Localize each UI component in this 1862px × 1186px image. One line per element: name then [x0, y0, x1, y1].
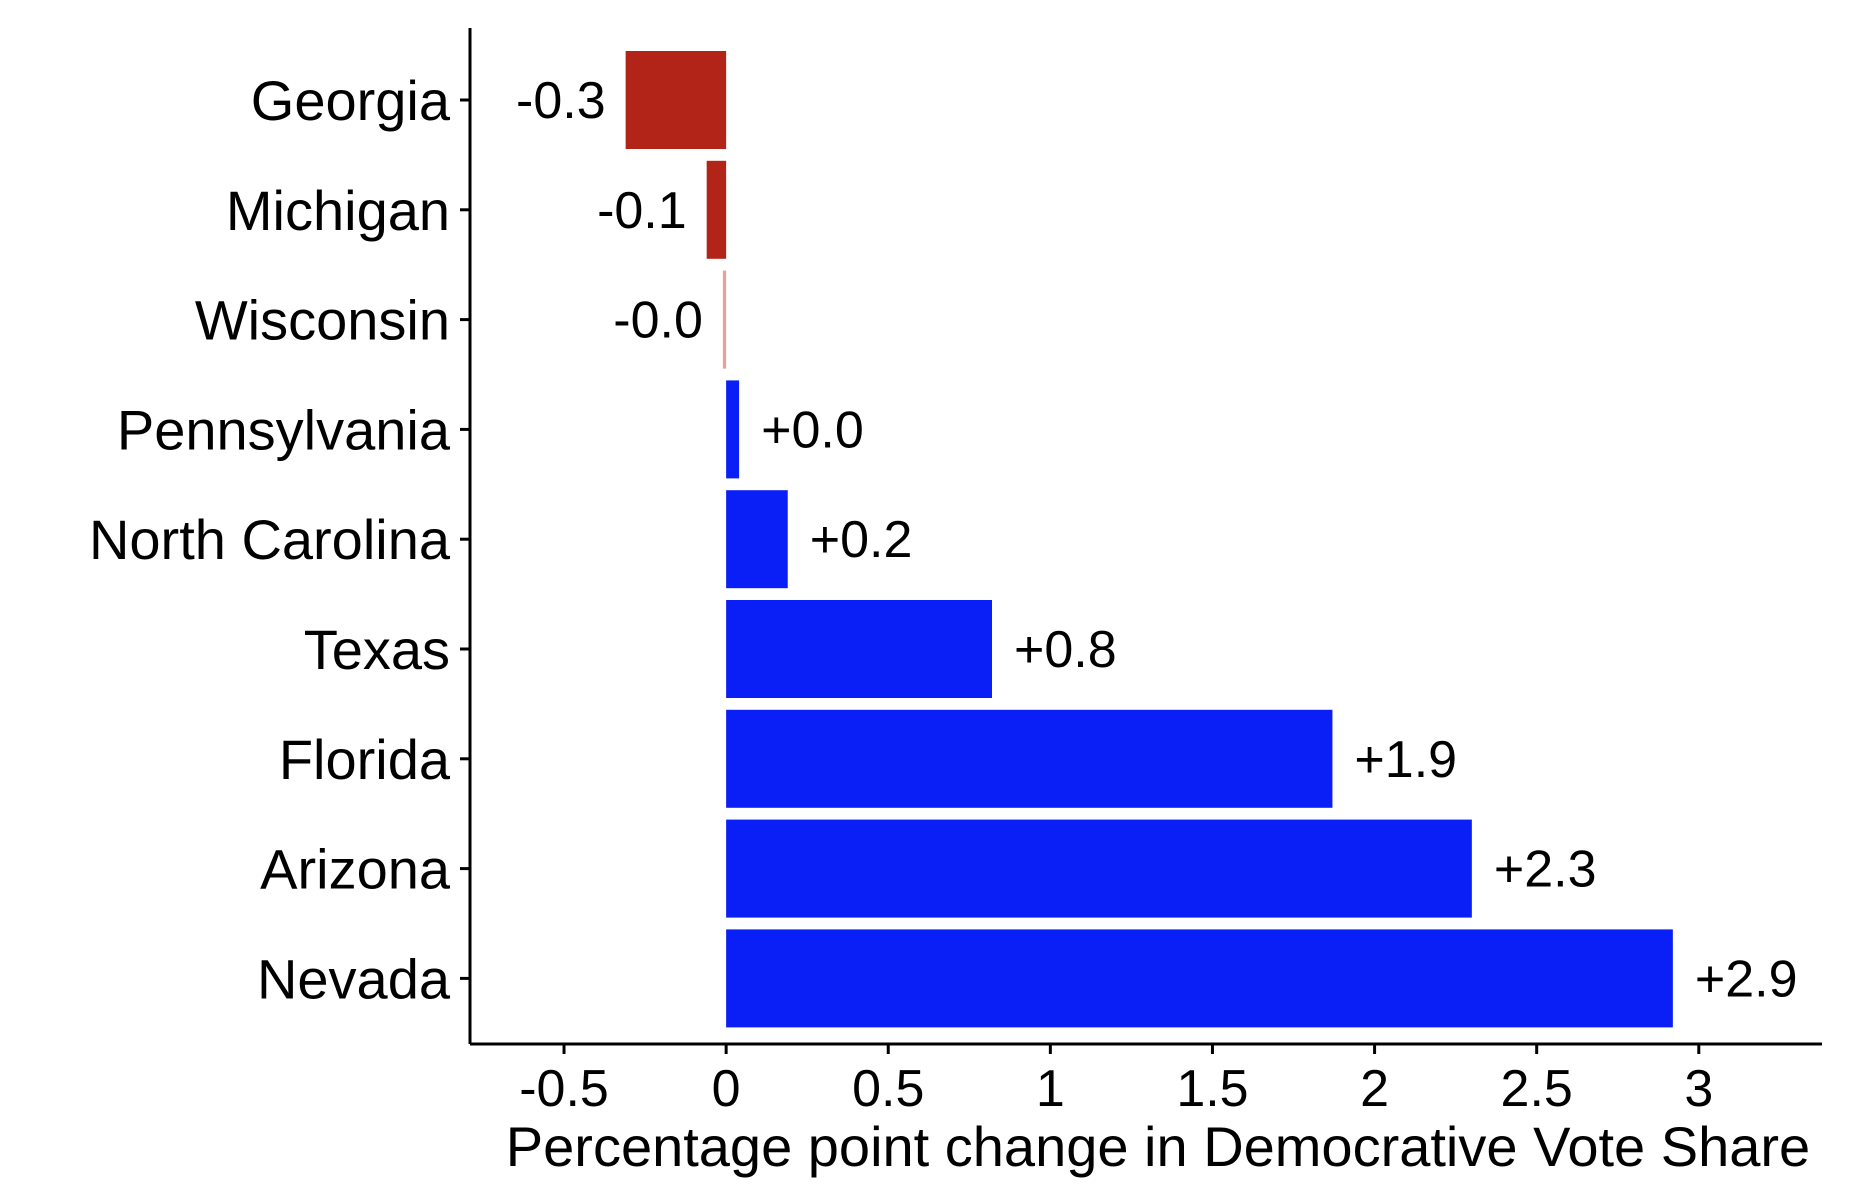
x-tick-label: 0 — [712, 1060, 741, 1118]
axes-layer — [460, 28, 1822, 1046]
bar-wisconsin — [722, 270, 727, 369]
category-label-arizona: Arizona — [260, 838, 451, 901]
x-tick-label: 1 — [1036, 1060, 1065, 1118]
bar-arizona — [726, 819, 1472, 918]
category-label-georgia: Georgia — [251, 69, 451, 132]
data-label-arizona: +2.3 — [1494, 841, 1597, 899]
category-label-nevada: Nevada — [257, 947, 451, 1010]
category-label-texas: Texas — [304, 618, 450, 681]
category-labels-layer: Georgia Michigan Wisconsin Pennsylvania Nort… — [89, 69, 451, 1010]
x-axis-title: Percentage point change in Democrative V… — [506, 1115, 1810, 1178]
data-label-michigan: -0.1 — [597, 182, 687, 240]
data-label-texas: +0.8 — [1014, 621, 1117, 679]
bar-pennsylvania — [726, 380, 740, 479]
category-label-michigan: Michigan — [226, 179, 450, 242]
data-label-wisconsin: -0.0 — [613, 292, 703, 350]
x-tick-label: 0.5 — [852, 1060, 924, 1118]
x-tick-label: 1.5 — [1176, 1060, 1248, 1118]
x-ticks-layer: -0.5 0 0.5 1 1.5 2 2.5 3 — [519, 1044, 1713, 1118]
category-label-wisconsin: Wisconsin — [195, 289, 450, 352]
bar-texas — [726, 600, 992, 698]
x-tick-label: -0.5 — [519, 1060, 609, 1118]
bar-michigan — [706, 160, 727, 259]
bar-north-carolina — [726, 490, 788, 589]
x-tick-label: 2 — [1360, 1060, 1389, 1118]
data-label-pennsylvania: +0.0 — [761, 401, 864, 459]
category-label-north-carolina: North Carolina — [89, 508, 451, 571]
bar-georgia — [625, 51, 727, 149]
bar-nevada — [726, 929, 1673, 1028]
data-label-georgia: -0.3 — [516, 72, 606, 130]
x-tick-label: 3 — [1684, 1060, 1713, 1118]
bars-layer — [625, 51, 1673, 1028]
bar-florida — [726, 709, 1333, 808]
data-label-north-carolina: +0.2 — [810, 511, 913, 569]
x-tick-label: 2.5 — [1501, 1060, 1573, 1118]
data-label-florida: +1.9 — [1354, 731, 1457, 789]
data-label-nevada: +2.9 — [1695, 950, 1798, 1008]
data-labels-layer: -0.3 -0.1 -0.0 +0.0 +0.2 +0.8 +1.9 +2.3 +2.9 — [516, 72, 1797, 1008]
category-label-pennsylvania: Pennsylvania — [117, 398, 451, 461]
category-label-florida: Florida — [279, 728, 451, 791]
